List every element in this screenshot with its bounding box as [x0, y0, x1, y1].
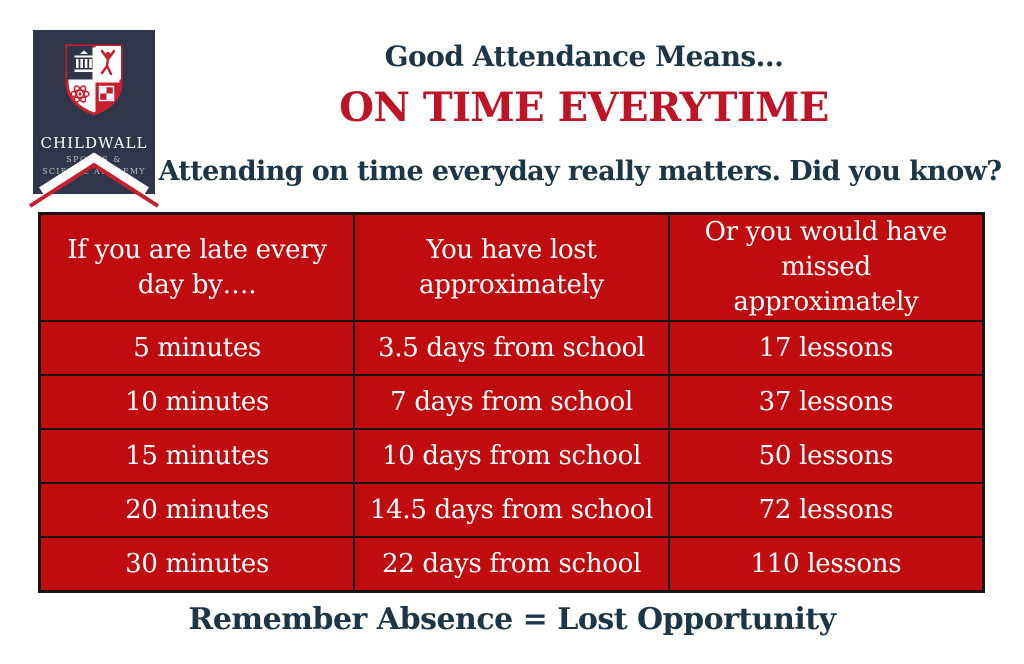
cell-days-lost: 3.5 days from school — [353, 320, 670, 377]
attendance-table-body: 5 minutes 3.5 days from school 17 lesson… — [38, 320, 985, 593]
cell-minutes: 20 minutes — [38, 482, 356, 539]
cell-minutes: 15 minutes — [38, 428, 356, 485]
cell-lessons-missed: 72 lessons — [667, 482, 985, 539]
footer-message: Remember Absence = Lost Opportunity — [188, 602, 836, 637]
column-header-late-by: If you are late every day by…. — [38, 212, 356, 323]
column-header-lost: You have lost approximately — [353, 212, 670, 323]
logo-subtitle-2: SCIENCE ACADEMY — [42, 167, 146, 176]
table-header-row: If you are late every day by…. You have … — [38, 212, 985, 323]
heading-on-time-everytime: ON TIME EVERYTIME — [339, 84, 829, 131]
table-row: 20 minutes 14.5 days from school 72 less… — [38, 482, 985, 539]
table-row: 10 minutes 7 days from school 37 lessons — [38, 374, 985, 431]
table-row: 5 minutes 3.5 days from school 17 lesson… — [38, 320, 985, 377]
table-row: 30 minutes 22 days from school 110 lesso… — [38, 536, 985, 593]
school-logo-graphic: CHILDWALL SPORTS & SCIENCE ACADEMY — [28, 30, 160, 208]
cell-days-lost: 14.5 days from school — [353, 482, 670, 539]
cell-lessons-missed: 37 lessons — [667, 374, 985, 431]
dancer-icon — [100, 49, 116, 76]
logo-school-name: CHILDWALL — [41, 134, 148, 152]
cell-days-lost: 7 days from school — [353, 374, 670, 431]
heading-did-you-know: Attending on time everyday really matter… — [158, 156, 1002, 187]
heading-good-attendance: Good Attendance Means... — [384, 40, 784, 73]
cell-minutes: 10 minutes — [38, 374, 356, 431]
school-logo: CHILDWALL SPORTS & SCIENCE ACADEMY — [26, 30, 164, 216]
checker-icon — [98, 85, 115, 102]
cell-lessons-missed: 110 lessons — [667, 536, 985, 593]
cell-minutes: 5 minutes — [38, 320, 356, 377]
cell-days-lost: 10 days from school — [353, 428, 670, 485]
cell-lessons-missed: 50 lessons — [667, 428, 985, 485]
atom-icon — [70, 85, 90, 103]
cell-minutes: 30 minutes — [38, 536, 356, 593]
chevron-icon — [28, 152, 160, 208]
building-icon — [74, 50, 94, 72]
cell-days-lost: 22 days from school — [353, 536, 670, 593]
column-header-missed: Or you would have missed approximately — [667, 212, 985, 323]
cell-lessons-missed: 17 lessons — [667, 320, 985, 377]
attendance-table: If you are late every day by…. You have … — [38, 212, 985, 593]
attendance-table-header: If you are late every day by…. You have … — [38, 212, 985, 323]
table-row: 15 minutes 10 days from school 50 lesson… — [38, 428, 985, 485]
